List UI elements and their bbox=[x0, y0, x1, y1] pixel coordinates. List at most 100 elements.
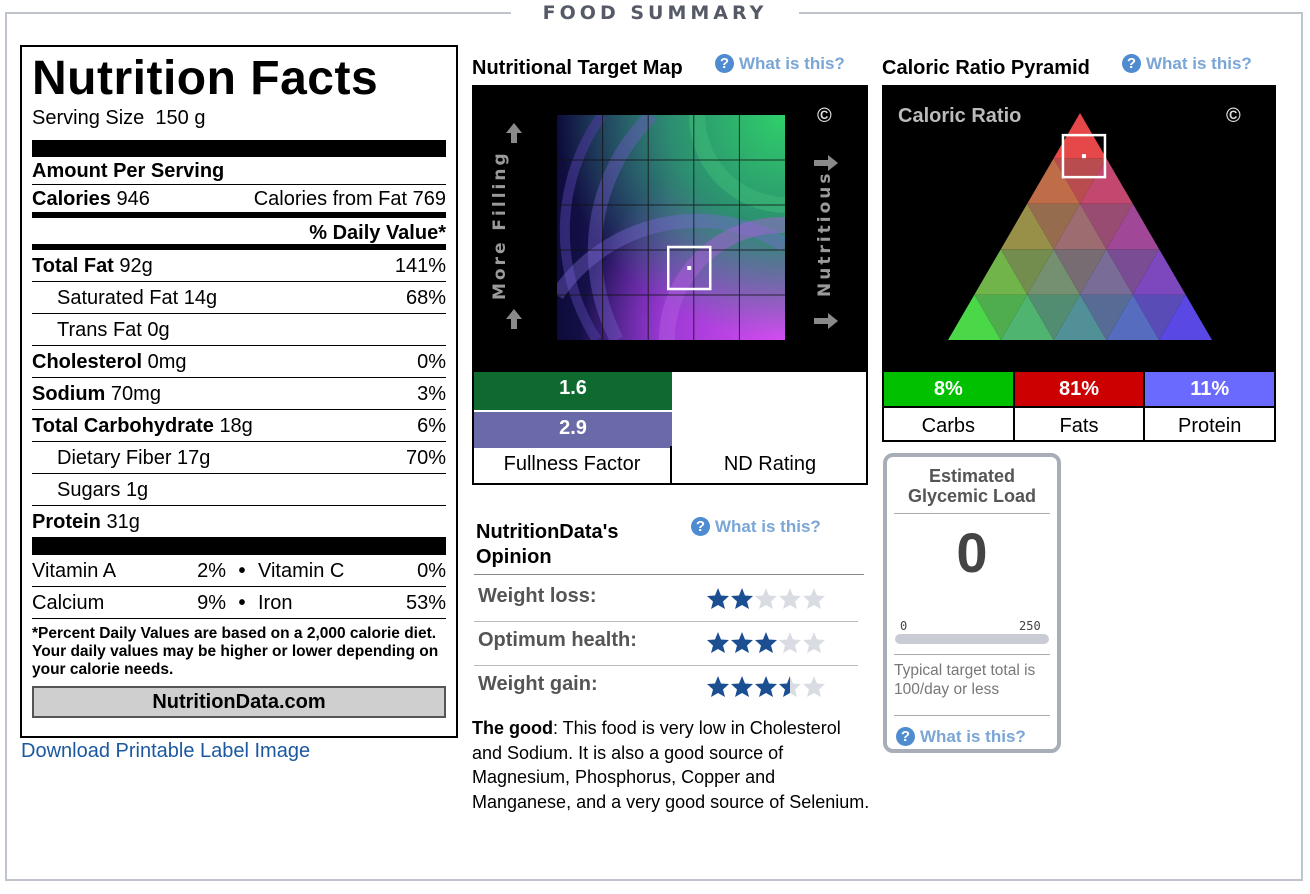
nd-rating-label: ND Rating bbox=[723, 453, 817, 475]
star-rating bbox=[706, 587, 826, 610]
nutrient-label: Total Carbohydrate bbox=[32, 415, 214, 437]
opinion-rating-label: Optimum health: bbox=[478, 629, 637, 651]
pyramid-help-link[interactable]: ? What is this? bbox=[1122, 54, 1252, 74]
copyright-icon: © bbox=[1226, 105, 1241, 127]
star-rating bbox=[706, 675, 826, 698]
nutritious-arrows bbox=[814, 155, 838, 329]
nutrient-daily-value: 141% bbox=[394, 255, 446, 277]
glycemic-title-line2: Glycemic Load bbox=[907, 486, 1037, 506]
nutrient-label: Trans Fat bbox=[57, 319, 142, 341]
vitamin-pct: 9% bbox=[197, 592, 226, 614]
nutrient-label: Sodium bbox=[32, 383, 106, 405]
calories-from-fat: Calories from Fat 769 bbox=[253, 188, 446, 210]
star-icon bbox=[731, 676, 753, 697]
nutrient-daily-value: 3% bbox=[417, 383, 446, 405]
nutrient-row: Protein 31g bbox=[32, 506, 446, 538]
target-map-grid bbox=[557, 115, 785, 340]
pyramid-inner-title: Caloric Ratio bbox=[898, 105, 1022, 127]
nutrient-row: Trans Fat 0g bbox=[32, 314, 446, 346]
star-icon bbox=[779, 676, 801, 697]
nutrient-name: Cholesterol 0mg bbox=[32, 346, 187, 377]
glycemic-help-link[interactable]: ? What is this? bbox=[896, 727, 1026, 747]
nutrient-name: Sugars 1g bbox=[57, 474, 148, 505]
nutrient-row: Saturated Fat 14g 68% bbox=[32, 282, 446, 314]
bullet-separator: • bbox=[238, 592, 246, 614]
serving-size-label: Serving Size bbox=[32, 107, 145, 129]
nutrient-name: Sodium 70mg bbox=[32, 378, 161, 409]
nutrient-amount: 18g bbox=[219, 415, 253, 437]
nutritious-label: Nutritious bbox=[815, 170, 835, 297]
vitamin-row: Calcium 9% • Iron 53% bbox=[32, 587, 446, 619]
nutrition-facts-label: Nutrition Facts Serving Size 150 g Amoun… bbox=[20, 45, 458, 738]
vitamin-name: Vitamin C bbox=[258, 560, 345, 582]
star-icon bbox=[731, 588, 753, 609]
opinion-help-link[interactable]: ? What is this? bbox=[691, 517, 821, 537]
star-icon bbox=[803, 676, 825, 697]
help-link-label: What is this? bbox=[920, 727, 1026, 746]
nutrient-amount: 0mg bbox=[147, 351, 187, 373]
opinion-divider bbox=[474, 665, 858, 666]
glycemic-note: Typical target total is 100/day or less bbox=[894, 662, 1036, 698]
glycemic-scale-min: 0 bbox=[900, 619, 908, 633]
glycemic-divider bbox=[894, 715, 1050, 716]
help-link-label: What is this? bbox=[1146, 54, 1252, 73]
the-good-body: : This food is very low in Cholesterol a… bbox=[472, 718, 870, 812]
calories-value: 946 bbox=[116, 188, 150, 210]
nutrient-name: Trans Fat 0g bbox=[57, 314, 170, 345]
star-icon bbox=[779, 588, 801, 609]
target-map-help-link[interactable]: ? What is this? bbox=[715, 54, 845, 74]
pyramid-triangle bbox=[948, 113, 1212, 340]
nutrient-row: Total Carbohydrate 18g 6% bbox=[32, 410, 446, 442]
glycemic-scale-max: 250 bbox=[1019, 619, 1041, 633]
nutrient-name: Total Carbohydrate 18g bbox=[32, 410, 253, 441]
opinion-divider bbox=[474, 574, 864, 575]
fullness-factor-value: 1.6 bbox=[474, 372, 672, 410]
pyramid-title: Caloric Ratio Pyramid bbox=[882, 57, 1090, 79]
target-map-scores: 1.6 2.9 Fullness Factor ND Rating bbox=[472, 370, 868, 485]
pyramid-marker-dot bbox=[1081, 154, 1086, 159]
nutrient-daily-value: 68% bbox=[405, 287, 446, 309]
serving-size: Serving Size 150 g bbox=[32, 107, 446, 129]
pyramid-label: Protein bbox=[1145, 406, 1275, 440]
pyramid-percent: 81% bbox=[1014, 372, 1144, 406]
nutrient-label: Cholesterol bbox=[32, 351, 143, 373]
fullness-factor-label: Fullness Factor bbox=[474, 446, 672, 485]
nutrient-row: Sodium 70mg 3% bbox=[32, 378, 446, 410]
daily-value-header: % Daily Value* bbox=[32, 218, 446, 250]
the-good-label: The good bbox=[472, 718, 553, 738]
target-map-marker bbox=[666, 245, 712, 291]
pyramid-column-carbs: 8% Carbs bbox=[884, 372, 1015, 440]
opinion-rating-label: Weight gain: bbox=[478, 673, 598, 695]
glycemic-load-value: 0 bbox=[956, 521, 988, 584]
question-icon: ? bbox=[1122, 54, 1141, 73]
pyramid-column-protein: 11% Protein bbox=[1145, 372, 1275, 440]
nutrient-daily-value: 0% bbox=[417, 351, 446, 373]
nutrient-label: Dietary Fiber bbox=[57, 447, 172, 469]
star-icon bbox=[731, 632, 753, 653]
nutrient-amount: 14g bbox=[183, 287, 218, 309]
caloric-ratio-pyramid: Caloric Ratio © bbox=[882, 85, 1276, 370]
label-title: Nutrition Facts bbox=[32, 52, 379, 105]
pyramid-column-fats: 81% Fats bbox=[1014, 372, 1146, 440]
nutrient-name: Total Fat 92g bbox=[32, 250, 153, 281]
download-label-link[interactable]: Download Printable Label Image bbox=[21, 740, 311, 762]
calories-label: Calories bbox=[32, 188, 111, 210]
nutrient-name: Dietary Fiber 17g bbox=[57, 442, 210, 473]
vitamin-name: Iron bbox=[258, 592, 293, 614]
nutrient-amount: 17g bbox=[177, 447, 211, 469]
nutrient-amount: 0g bbox=[147, 319, 170, 341]
opinion-title-line1: NutritionData's bbox=[476, 521, 619, 543]
glycemic-load-title: Estimated Glycemic Load bbox=[887, 466, 1057, 506]
question-icon: ? bbox=[691, 517, 710, 536]
target-map: More Filling Nutritious © bbox=[472, 85, 868, 370]
nutrient-label: Protein bbox=[32, 511, 101, 533]
bullet-separator: • bbox=[238, 560, 246, 582]
more-filling-label: More Filling bbox=[490, 150, 510, 300]
opinion-rating-label: Weight loss: bbox=[478, 585, 597, 607]
nutrient-amount: 31g bbox=[106, 511, 140, 533]
vitamin-name: Calcium bbox=[32, 592, 105, 614]
label-divider bbox=[32, 140, 446, 157]
nutrient-name: Saturated Fat 14g bbox=[57, 282, 217, 313]
section-title: FOOD SUMMARY bbox=[511, 2, 799, 24]
help-link-label: What is this? bbox=[739, 54, 845, 73]
